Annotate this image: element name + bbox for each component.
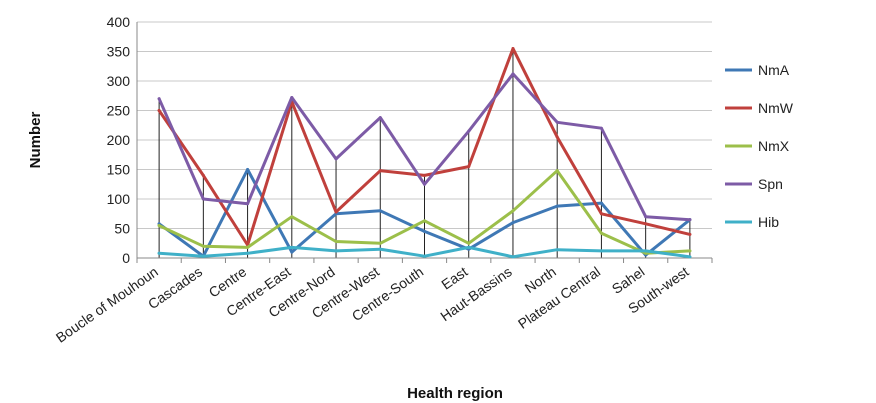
data-point <box>511 255 514 258</box>
data-point <box>423 174 426 177</box>
legend-item-nmx: NmX <box>725 138 790 154</box>
data-point <box>467 242 470 245</box>
data-point <box>423 219 426 222</box>
legend-label: NmW <box>758 100 794 116</box>
data-point <box>379 248 382 251</box>
data-point <box>556 136 559 139</box>
data-point <box>290 215 293 218</box>
data-point <box>511 221 514 224</box>
data-point <box>290 246 293 249</box>
x-axis-title: Health region <box>407 385 503 402</box>
data-point <box>379 169 382 172</box>
legend-item-nmw: NmW <box>725 100 794 116</box>
data-point <box>688 249 691 252</box>
y-axis-title: Number <box>27 112 44 169</box>
data-point <box>246 168 249 171</box>
data-point <box>644 222 647 225</box>
y-tick-label: 150 <box>107 162 131 178</box>
data-point <box>423 230 426 233</box>
legend: NmA NmW NmX Spn Hib <box>725 62 794 230</box>
data-point <box>202 198 205 201</box>
y-tick-label: 200 <box>107 132 131 148</box>
x-tick-label: East <box>438 263 470 292</box>
data-point <box>556 205 559 208</box>
x-tick-label: Boucle of Mouhoun <box>53 263 161 345</box>
data-point <box>688 218 691 221</box>
data-point <box>335 240 338 243</box>
data-point <box>511 47 514 50</box>
data-point <box>467 165 470 168</box>
legend-label: Spn <box>758 176 783 192</box>
y-tick-label: 250 <box>107 103 131 119</box>
legend-item-spn: Spn <box>725 176 783 192</box>
y-tick-label: 0 <box>122 250 130 266</box>
data-point <box>202 245 205 248</box>
data-point <box>246 202 249 205</box>
data-point <box>158 224 161 227</box>
data-point <box>335 249 338 252</box>
data-point <box>467 246 470 249</box>
data-point <box>467 130 470 133</box>
y-tick-label: 50 <box>114 221 130 237</box>
legend-label: NmA <box>758 62 790 78</box>
data-point <box>423 183 426 186</box>
data-point <box>556 248 559 251</box>
legend-item-nma: NmA <box>725 62 790 78</box>
data-point <box>202 174 205 177</box>
data-point <box>246 246 249 249</box>
data-point <box>335 157 338 160</box>
data-point <box>600 212 603 215</box>
data-point <box>246 252 249 255</box>
y-tick-labels: 0 50 100 150 200 250 300 350 400 <box>107 14 131 266</box>
data-point <box>158 109 161 112</box>
data-point <box>511 209 514 212</box>
data-point <box>600 232 603 235</box>
data-point <box>158 252 161 255</box>
data-point <box>290 96 293 99</box>
data-point <box>202 255 205 258</box>
data-point <box>379 116 382 119</box>
data-point <box>379 209 382 212</box>
data-point <box>423 255 426 258</box>
data-point <box>644 249 647 252</box>
data-point <box>335 210 338 213</box>
legend-item-hib: Hib <box>725 214 779 230</box>
y-tick-label: 400 <box>107 14 131 30</box>
data-point <box>511 72 514 75</box>
data-point <box>556 169 559 172</box>
data-point <box>379 242 382 245</box>
y-tick-label: 350 <box>107 44 131 60</box>
data-point <box>600 127 603 130</box>
legend-label: NmX <box>758 138 790 154</box>
data-point <box>644 215 647 218</box>
y-tick-label: 100 <box>107 191 131 207</box>
data-point <box>600 202 603 205</box>
x-tick-label: Plateau Central <box>515 263 603 331</box>
data-point <box>600 249 603 252</box>
legend-label: Hib <box>758 214 779 230</box>
y-tick-label: 300 <box>107 73 131 89</box>
data-point <box>290 251 293 254</box>
data-point <box>688 255 691 258</box>
data-point <box>556 121 559 124</box>
data-point <box>688 233 691 236</box>
data-point <box>158 97 161 100</box>
drop-lines <box>159 49 690 258</box>
